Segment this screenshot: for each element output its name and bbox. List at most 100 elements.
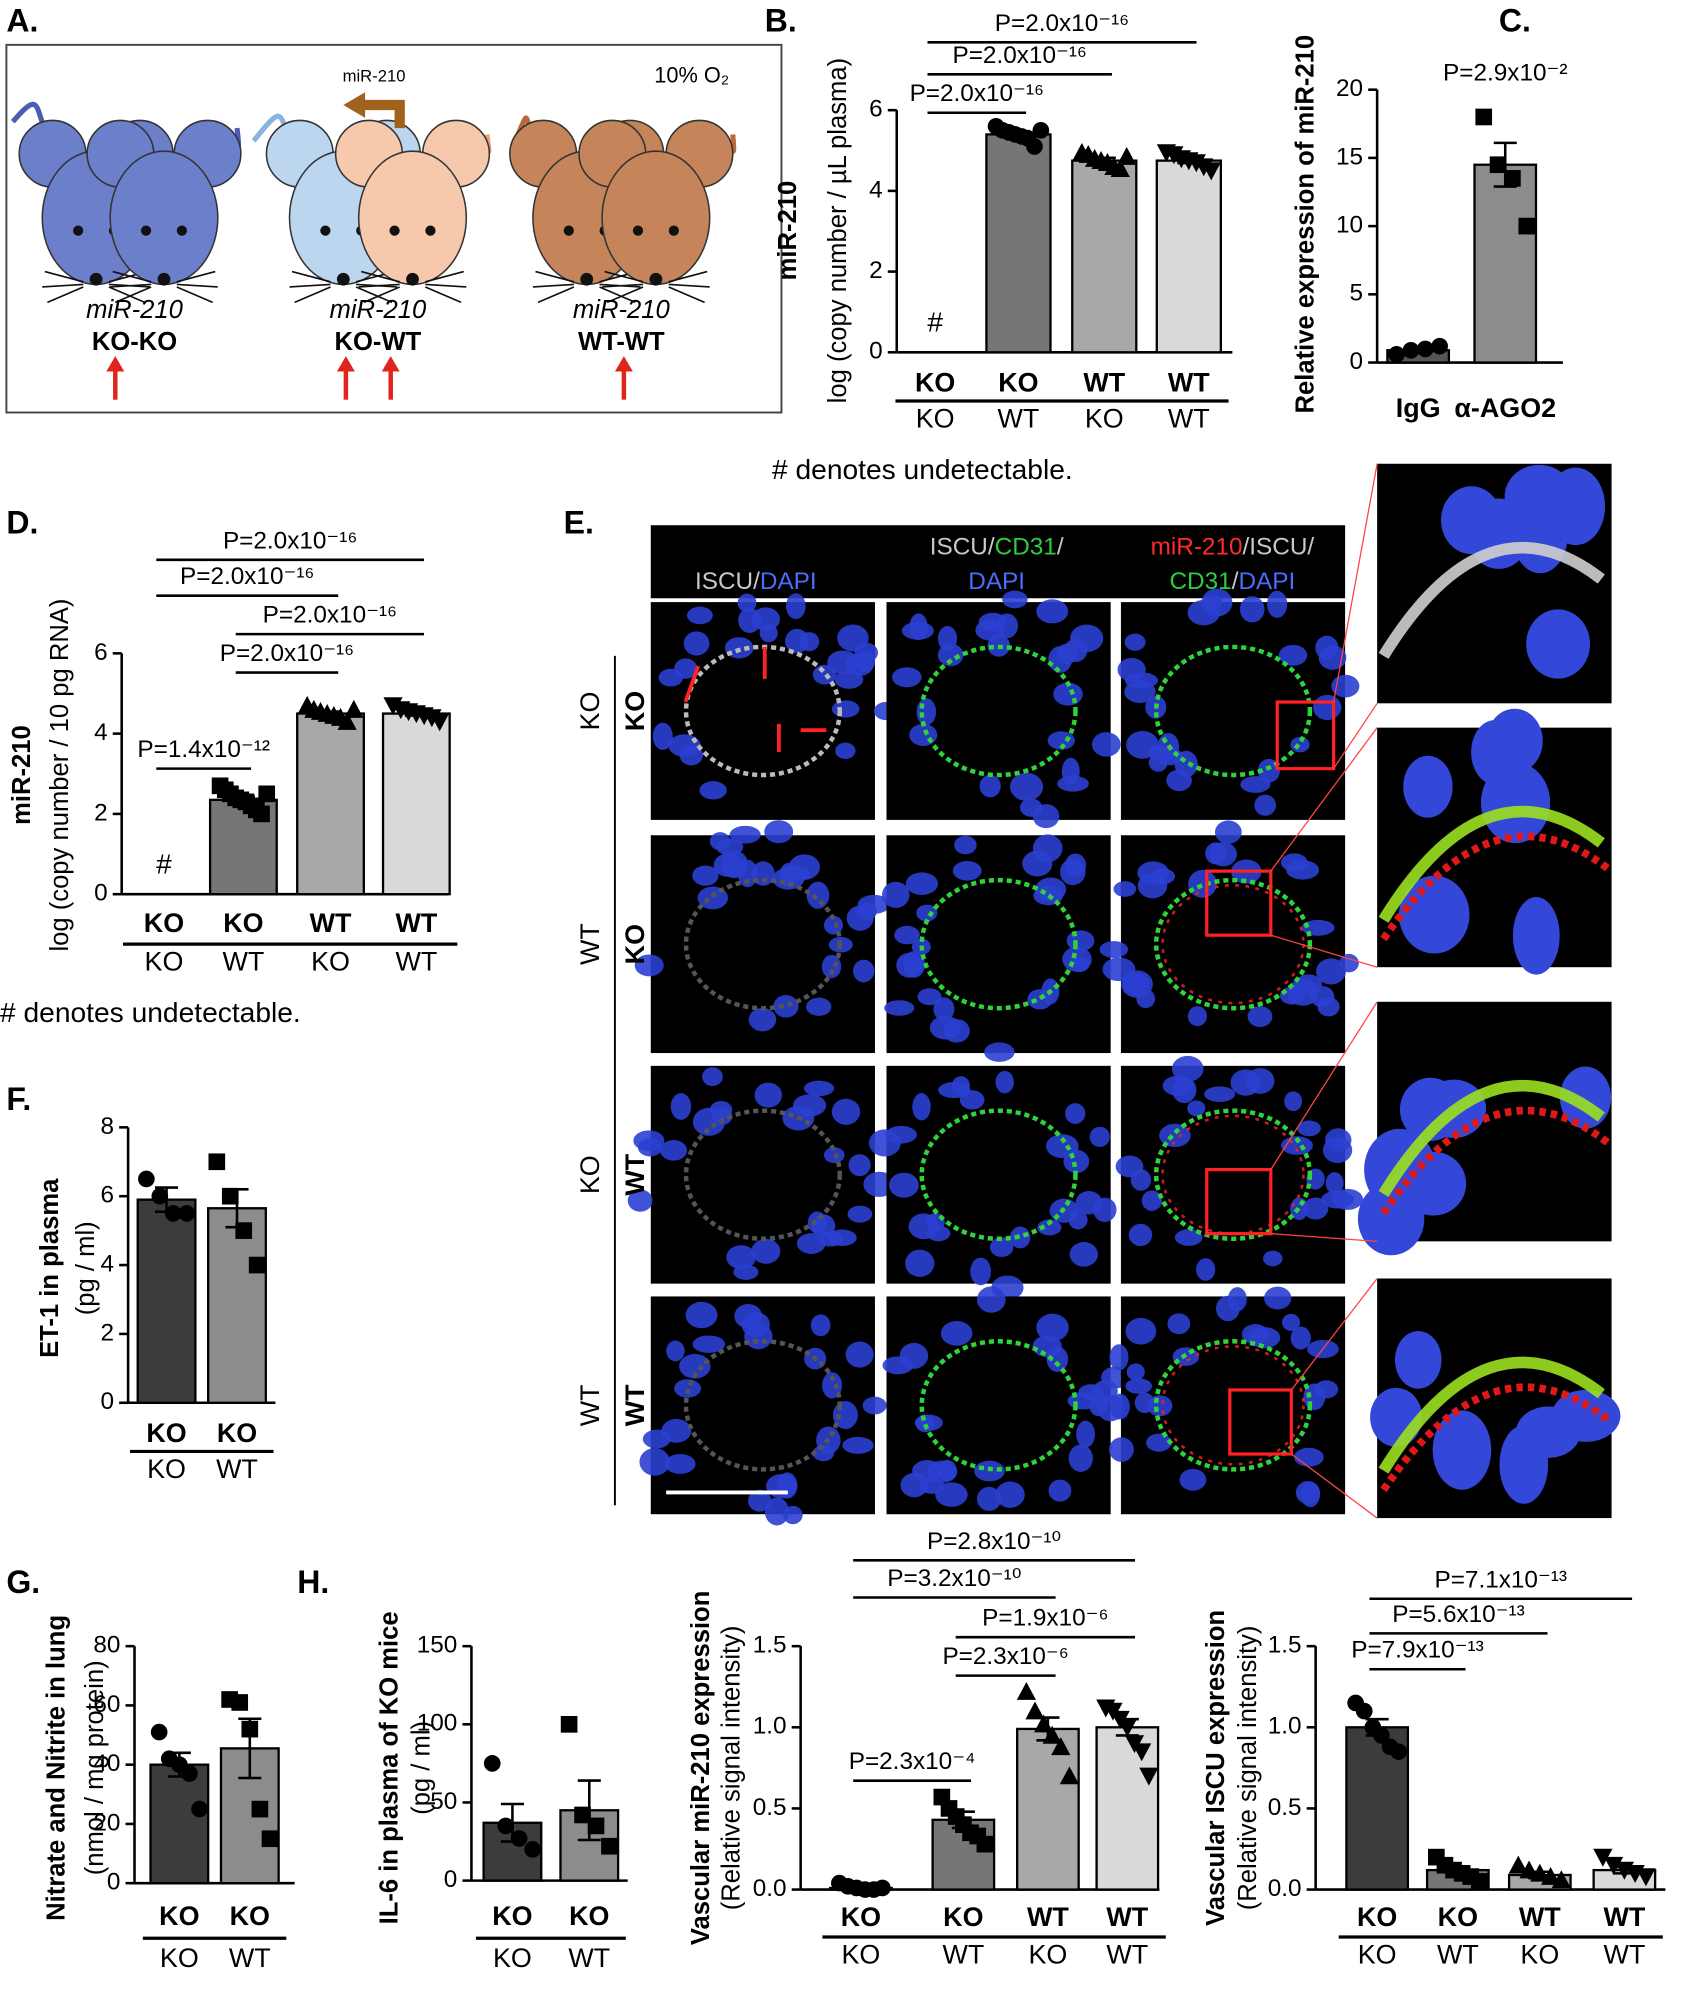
y-tick-label: 4 (100, 1250, 114, 1277)
nucleus (1125, 1317, 1157, 1345)
y-axis-title: miR-210 (8, 725, 36, 825)
y-axis-title: Relative expression of miR-210 (1291, 35, 1319, 414)
header-segment: / (1232, 568, 1239, 595)
data-point (1604, 1856, 1624, 1875)
nucleus (810, 1314, 831, 1337)
header-segment: /ISCU/ (1243, 534, 1315, 561)
y-axis-subtitle: (nmol / mg protein) (81, 1660, 109, 1875)
vessel (1153, 877, 1313, 1011)
inset-connector (1290, 1278, 1378, 1391)
nucleus (1239, 596, 1265, 623)
nucleus (660, 1140, 688, 1161)
nucleus (868, 1129, 901, 1157)
category-label: α-AGO2 (1454, 393, 1556, 423)
y-tick-label: 15 (1336, 143, 1363, 170)
nucleus (1486, 708, 1543, 774)
gene-label: miR-210 (330, 296, 428, 324)
nucleus (1317, 997, 1340, 1017)
nucleus (1294, 1447, 1324, 1467)
data-point (344, 699, 364, 718)
p-value: P=2.0x10⁻¹⁶ (910, 80, 1044, 107)
nucleus (834, 670, 864, 689)
header-segment: CD31 (1169, 568, 1231, 595)
y-axis-subtitle: (pg / ml) (408, 1721, 436, 1815)
nucleus (806, 881, 830, 909)
data-point (1416, 340, 1434, 358)
category-label: KO (159, 1901, 199, 1931)
nucleus (842, 1436, 874, 1454)
footnote: # denotes undetectable. (772, 453, 1073, 485)
nucleus (1124, 680, 1156, 704)
nucleus (1096, 1395, 1125, 1422)
nucleus (1102, 957, 1136, 982)
p-value: P=2.9x10⁻² (1443, 60, 1567, 87)
nucleus (938, 1082, 971, 1099)
row-host: WT (575, 923, 605, 965)
vessel (919, 1339, 1078, 1472)
nucleus (1068, 1444, 1093, 1472)
nucleus (1303, 1197, 1329, 1220)
nucleus (970, 1257, 992, 1286)
panel-letter: A. (6, 3, 38, 39)
inset-connector (1290, 1453, 1378, 1519)
category-label: WT (1106, 1902, 1148, 1932)
nucleus (1267, 590, 1288, 618)
nucleus (1010, 1226, 1031, 1249)
nucleus (734, 1303, 763, 1329)
row-donor: KO (620, 924, 650, 964)
inset-connector (1333, 702, 1378, 769)
row-host: KO (575, 692, 605, 731)
nucleus (1499, 1425, 1549, 1504)
category-label: WT (395, 908, 437, 938)
y-tick-label: 60 (93, 1691, 120, 1718)
header-segment: ISCU/ (930, 534, 995, 561)
y-tick-label: 100 (417, 1710, 458, 1737)
p-value: P=2.0x10⁻¹⁶ (263, 602, 397, 629)
nucleus (954, 835, 977, 855)
data-point (1518, 217, 1536, 235)
category-label: KO (144, 908, 184, 938)
subcategory-label: KO (160, 1943, 199, 1973)
nucleus (937, 625, 958, 652)
nucleus (1325, 1128, 1352, 1152)
nucleus (1064, 853, 1087, 877)
nucleus (1281, 1313, 1301, 1331)
header-segment: DAPI (760, 568, 817, 595)
nucleus (1124, 633, 1146, 651)
inset-connector (1270, 727, 1378, 872)
y-axis-title: IL-6 in plasma of KO mice (375, 1611, 403, 1924)
data-point (976, 1835, 994, 1853)
nucleus (1172, 1076, 1197, 1104)
data-point (231, 1694, 249, 1711)
genotype-label: WT-WT (578, 328, 665, 356)
nucleus (1230, 1069, 1261, 1096)
nucleus (1174, 1229, 1203, 1246)
nucleus (639, 1448, 671, 1476)
nucleus (916, 698, 937, 726)
bar (1071, 159, 1138, 354)
nucleus (1146, 1433, 1172, 1452)
data-point (1032, 122, 1050, 139)
p-value: P=1.4x10⁻¹² (137, 736, 270, 763)
nucleus (1209, 842, 1237, 867)
nucleus (952, 861, 982, 881)
panel-letter: E. (564, 505, 594, 541)
inset-box (1275, 700, 1336, 771)
y-axis-title: Vascular ISCU expression (1202, 1610, 1230, 1926)
category-label: KO (943, 1902, 983, 1932)
data-point (1388, 346, 1405, 363)
nucleus (1398, 875, 1470, 954)
header-segment: ISCU/ (695, 568, 760, 595)
p-value: P=2.0x10⁻¹⁶ (220, 640, 354, 667)
category-label: KO (841, 1902, 881, 1932)
p-value: P=2.0x10⁻¹⁶ (180, 563, 314, 590)
nucleus (685, 1301, 718, 1329)
data-point (1508, 1855, 1528, 1874)
nucleus (935, 1482, 968, 1507)
nucleus (764, 1497, 790, 1526)
data-point (1025, 1701, 1045, 1720)
nucleus (976, 1286, 1006, 1313)
condition: 10% O₂ (654, 63, 729, 88)
subcategory-label: WT (1437, 1939, 1479, 1969)
